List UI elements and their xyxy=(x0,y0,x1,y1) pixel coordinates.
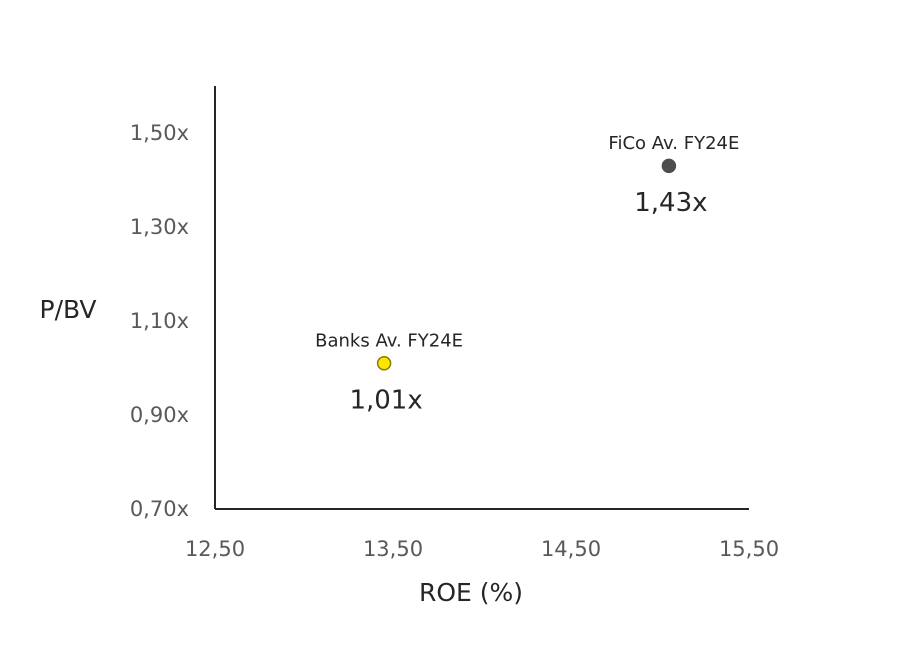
data-point-value-label: 1,01x xyxy=(349,385,422,415)
y-tick-label: 1,30x xyxy=(130,215,189,239)
data-point-marker xyxy=(376,356,392,371)
x-axis-ticks: 12,50 13,50 14,50 15,50 xyxy=(185,537,779,561)
y-tick-label: 1,10x xyxy=(130,309,189,333)
x-tick-label: 13,50 xyxy=(363,537,423,561)
x-axis-title: ROE (%) xyxy=(419,578,523,607)
y-tick-label: 0,70x xyxy=(130,497,189,521)
data-point-name: FiCo Av. FY24E xyxy=(608,133,739,154)
y-tick-label: 1,50x xyxy=(130,121,189,145)
data-points: Banks Av. FY24E 1,01x FiCo Av. FY24E 1,43x xyxy=(315,133,739,415)
y-axis-title: P/BV xyxy=(40,295,97,324)
data-point-name: Banks Av. FY24E xyxy=(315,330,463,351)
y-tick-label: 0,90x xyxy=(130,403,189,427)
y-axis-ticks: 0,70x 0,90x 1,10x 1,30x 1,50x xyxy=(130,121,189,521)
data-point-value-label: 1,43x xyxy=(634,188,707,218)
x-tick-label: 14,50 xyxy=(541,537,601,561)
x-tick-label: 15,50 xyxy=(719,537,779,561)
x-tick-label: 12,50 xyxy=(185,537,245,561)
data-point-marker xyxy=(661,158,677,174)
